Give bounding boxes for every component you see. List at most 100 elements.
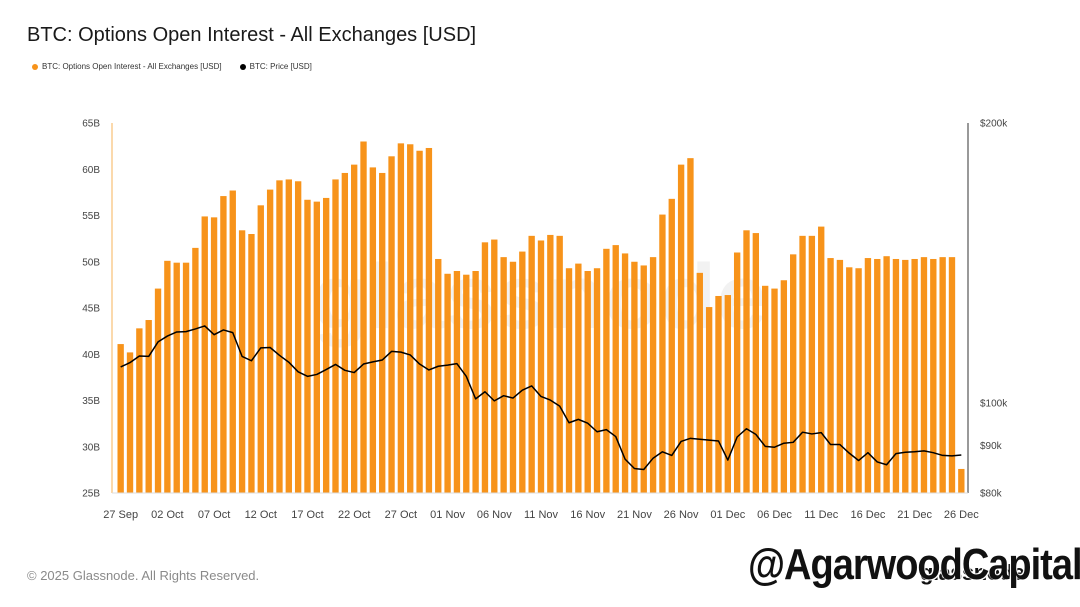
bar-open-interest bbox=[472, 271, 479, 493]
x-tick-label: 21 Nov bbox=[617, 509, 652, 521]
bar-open-interest bbox=[182, 262, 190, 493]
bar-open-interest bbox=[238, 230, 246, 494]
bar-open-interest bbox=[500, 257, 507, 494]
glassnode-logo: glassnode bbox=[920, 560, 1025, 585]
bar-open-interest bbox=[864, 258, 872, 493]
bar-open-interest bbox=[369, 167, 377, 493]
bar-open-interest bbox=[229, 190, 236, 493]
bar-open-interest bbox=[762, 285, 769, 493]
bar-open-interest bbox=[892, 258, 900, 493]
bar-open-interest bbox=[733, 252, 741, 493]
bar-open-interest bbox=[603, 248, 610, 493]
y-tick-label-left: 50B bbox=[82, 257, 100, 268]
bar-open-interest bbox=[257, 205, 264, 493]
x-tick-label: 22 Oct bbox=[338, 509, 370, 521]
bar-open-interest bbox=[173, 262, 180, 493]
y-tick-label-left: 45B bbox=[82, 304, 100, 315]
bar-open-interest bbox=[677, 164, 685, 494]
x-tick-label: 11 Nov bbox=[524, 509, 559, 521]
bar-open-interest bbox=[379, 172, 386, 493]
bar-open-interest bbox=[939, 257, 946, 494]
agarwood-watermark: @AgarwoodCapital bbox=[748, 541, 1080, 590]
bar-open-interest bbox=[621, 253, 629, 493]
x-tick-label: 06 Dec bbox=[757, 509, 792, 521]
y-tick-label-left: 55B bbox=[82, 211, 100, 222]
bar-open-interest bbox=[463, 274, 470, 493]
bar-open-interest bbox=[920, 257, 928, 494]
legend-label-open-interest: BTC: Options Open Interest - All Exchang… bbox=[42, 62, 222, 71]
bar-open-interest bbox=[304, 199, 311, 493]
x-tick-label: 21 Dec bbox=[897, 509, 932, 521]
x-tick-label: 01 Nov bbox=[430, 509, 465, 521]
bar-open-interest bbox=[584, 271, 591, 493]
bar-open-interest bbox=[846, 267, 853, 493]
bar-open-interest bbox=[341, 172, 349, 493]
bar-open-interest bbox=[332, 179, 339, 493]
bar-open-interest bbox=[416, 150, 423, 493]
bar-open-interest bbox=[659, 214, 666, 493]
bar-open-interest bbox=[649, 257, 657, 494]
bar-open-interest bbox=[705, 307, 713, 493]
bar-open-interest bbox=[640, 265, 647, 493]
x-tick-label: 11 Dec bbox=[804, 509, 839, 521]
bar-open-interest bbox=[902, 259, 909, 493]
bar-open-interest bbox=[799, 235, 806, 493]
bar-open-interest bbox=[836, 259, 844, 493]
bar-open-interest bbox=[481, 242, 489, 493]
bar-open-interest bbox=[164, 260, 171, 493]
bar-open-interest bbox=[575, 263, 582, 493]
bar-open-interest bbox=[397, 143, 405, 493]
bar-open-interest bbox=[126, 352, 134, 493]
y-tick-label-left: 30B bbox=[82, 442, 100, 453]
copyright-text: © 2025 Glassnode. All Rights Reserved. bbox=[27, 568, 260, 583]
bar-open-interest bbox=[444, 273, 451, 493]
legend-item-price[interactable]: BTC: Price [USD] bbox=[239, 62, 312, 71]
bar-open-interest bbox=[808, 235, 816, 493]
bar-open-interest bbox=[192, 247, 199, 494]
bar-open-interest bbox=[715, 295, 722, 493]
x-tick-label: 26 Dec bbox=[944, 509, 979, 521]
bar-open-interest bbox=[537, 240, 545, 493]
bar-open-interest bbox=[313, 201, 320, 494]
x-tick-label: 02 Oct bbox=[151, 509, 183, 521]
bar-open-interest bbox=[351, 164, 358, 494]
bar-open-interest bbox=[827, 258, 834, 493]
bar-open-interest bbox=[855, 268, 862, 493]
bar-open-interest bbox=[687, 158, 694, 493]
bar-open-interest bbox=[612, 245, 619, 493]
bar-open-interest bbox=[276, 180, 283, 493]
bar-open-interest bbox=[453, 271, 461, 493]
bar-open-interest bbox=[294, 181, 302, 493]
price-line bbox=[120, 325, 962, 471]
bar-open-interest bbox=[407, 144, 414, 493]
bar-open-interest bbox=[136, 328, 143, 493]
bar-open-interest bbox=[509, 261, 517, 493]
y-tick-label-left: 40B bbox=[82, 350, 100, 361]
bar-open-interest bbox=[724, 295, 731, 493]
bar-open-interest bbox=[528, 235, 535, 493]
x-tick-label: 16 Nov bbox=[570, 509, 605, 521]
y-tick-label-right: $90k bbox=[980, 441, 1003, 452]
bar-open-interest bbox=[556, 235, 563, 493]
bar-open-interest bbox=[491, 239, 498, 493]
x-tick-label: 07 Oct bbox=[198, 509, 230, 521]
bar-open-interest bbox=[948, 257, 956, 494]
bar-open-interest bbox=[425, 147, 433, 494]
y-tick-label-left: 60B bbox=[82, 165, 100, 176]
bar-open-interest bbox=[266, 189, 274, 493]
bar-open-interest bbox=[154, 288, 162, 493]
bar-open-interest bbox=[547, 234, 554, 493]
legend-swatch-open-interest bbox=[32, 63, 38, 70]
bar-open-interest bbox=[743, 230, 750, 494]
legend-item-open-interest[interactable]: BTC: Options Open Interest - All Exchang… bbox=[32, 62, 222, 71]
y-tick-label-right: $200k bbox=[980, 119, 1008, 130]
y-tick-label-left: 25B bbox=[82, 489, 100, 500]
bar-open-interest bbox=[696, 272, 703, 493]
bar-open-interest bbox=[771, 288, 778, 493]
bar-open-interest bbox=[958, 468, 965, 493]
bar-open-interest bbox=[285, 179, 292, 493]
x-tick-label: 17 Oct bbox=[291, 509, 323, 521]
bar-open-interest bbox=[117, 344, 124, 493]
x-tick-label: 01 Dec bbox=[710, 509, 745, 521]
